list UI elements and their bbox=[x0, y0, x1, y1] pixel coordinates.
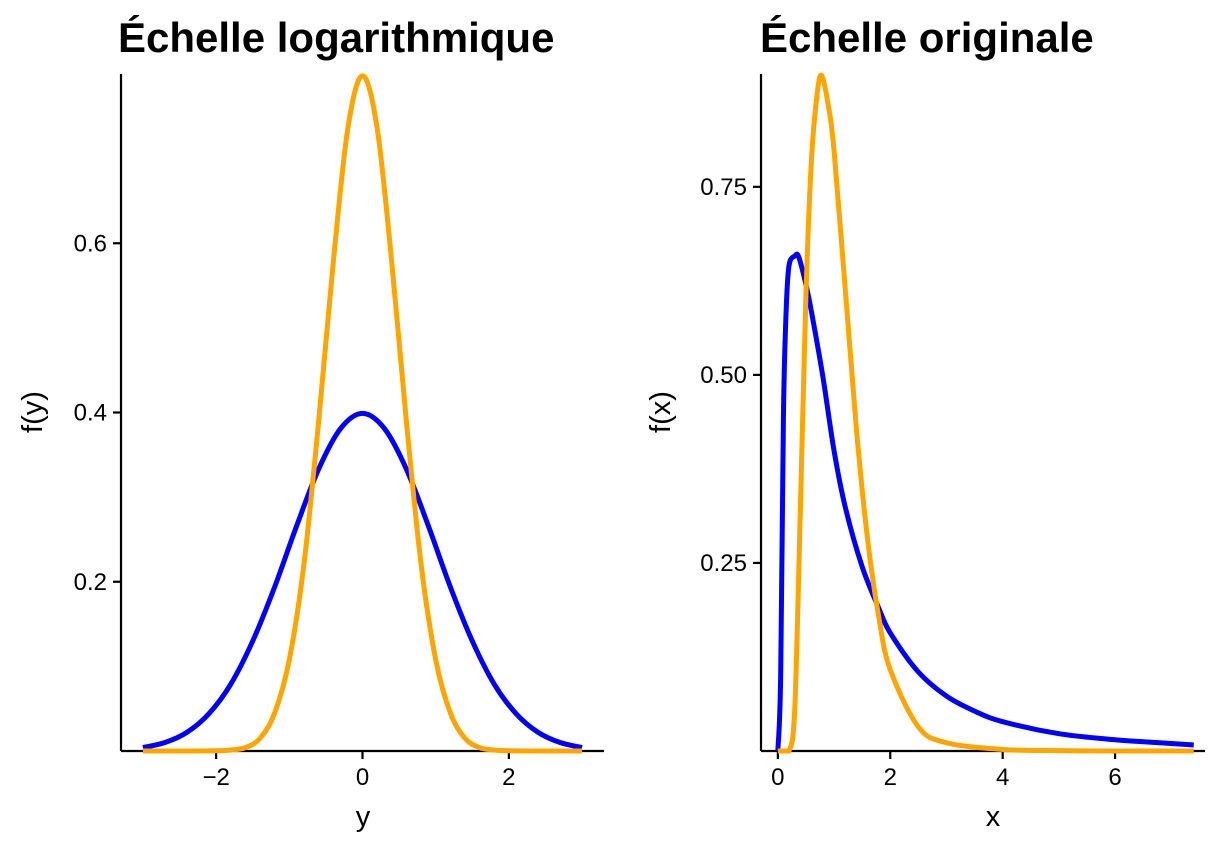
y-tick-label: 0.25 bbox=[700, 550, 747, 577]
density-curve-blue bbox=[142, 410, 583, 751]
x-tick-label: 0 bbox=[356, 764, 369, 791]
panel-log-scale: Échelle logarithmique −2 0 2 0.2 0.4 0.6 y f(… bbox=[17, 14, 604, 833]
y-tick-label: 0.50 bbox=[700, 362, 747, 389]
series-group bbox=[142, 73, 583, 754]
x-tick-label: 6 bbox=[1108, 764, 1121, 791]
x-tick-label: 0 bbox=[771, 764, 784, 791]
y-tick-label: 0.6 bbox=[74, 230, 107, 257]
panel-original-scale: Échelle originale 0 2 4 6 0.25 0.50 0.75 x f(x… bbox=[645, 14, 1205, 833]
x-tick-label: −2 bbox=[202, 764, 229, 791]
y-tick-label: 0.4 bbox=[74, 400, 107, 427]
density-curve-orange bbox=[142, 73, 583, 754]
axes: 0 2 4 6 0.25 0.50 0.75 bbox=[700, 74, 1205, 791]
density-curve-blue bbox=[775, 251, 1194, 752]
chart-title: Échelle logarithmique bbox=[118, 14, 554, 61]
x-axis-title: x bbox=[986, 801, 1001, 833]
density-curve-orange bbox=[777, 72, 1194, 754]
x-axis-title: y bbox=[356, 801, 371, 833]
y-axis-title: f(x) bbox=[645, 391, 677, 433]
x-tick-label: 4 bbox=[996, 764, 1009, 791]
x-tick-label: 2 bbox=[884, 764, 897, 791]
series-group bbox=[775, 72, 1194, 754]
y-tick-label: 0.2 bbox=[74, 569, 107, 596]
x-tick-label: 2 bbox=[502, 764, 515, 791]
y-axis-title: f(y) bbox=[17, 391, 49, 433]
chart-title: Échelle originale bbox=[760, 14, 1094, 61]
y-tick-label: 0.75 bbox=[700, 174, 747, 201]
